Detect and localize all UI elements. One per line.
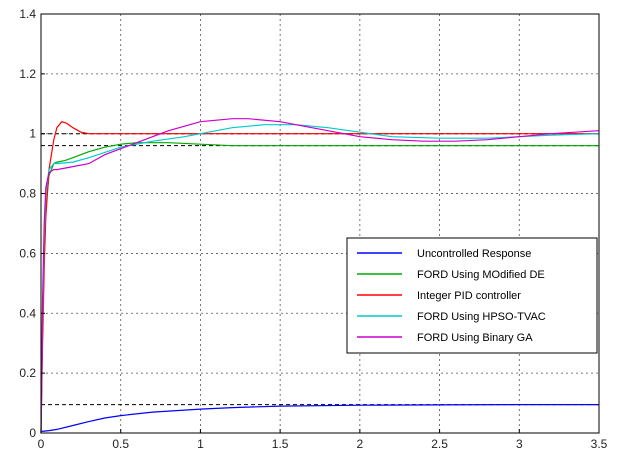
y-tick-label: 0.2: [19, 366, 36, 380]
y-tick-label: 0: [29, 426, 36, 440]
legend-entry: FORD Using HPSO-TVAC: [417, 311, 546, 323]
y-tick-label: 1.4: [19, 7, 36, 21]
legend: Uncontrolled Response FORD Using MOdified…: [346, 237, 598, 354]
x-tick-label: 1.5: [272, 437, 289, 451]
legend-entry: FORD Using Binary GA: [417, 332, 533, 344]
y-tick-label: 1: [29, 127, 36, 141]
x-tick-label: 0.5: [112, 437, 129, 451]
x-tick-label: 2: [357, 437, 364, 451]
legend-entry: Uncontrolled Response: [417, 248, 531, 260]
series-line-5: [40, 118, 600, 434]
y-tick-label: 1.2: [19, 67, 36, 81]
plot-frame: [40, 13, 600, 434]
series-line-1: [40, 404, 599, 433]
y-tick-label: 0.8: [19, 187, 36, 201]
y-tick-label: 0.6: [19, 246, 36, 260]
x-tick-label: 1: [197, 437, 204, 451]
series-layer: [40, 118, 600, 434]
x-tick-label: 0: [38, 437, 45, 451]
x-tick-label: 3.5: [591, 437, 608, 451]
y-tick-label: 0.4: [19, 306, 36, 320]
grid-layer: [41, 14, 599, 433]
legend-entry: FORD Using MOdified DE: [417, 269, 545, 281]
legend-box: [346, 237, 598, 354]
x-tick-label: 3: [516, 437, 523, 451]
tick-layer: 0 0.5 1 1.5 2 2.5 3 3.5 0 0.2 0.4 0.6 0.8 1 1.2 1.4: [19, 7, 607, 451]
legend-entry: Integer PID controller: [417, 290, 521, 302]
x-tick-label: 2.5: [431, 437, 448, 451]
